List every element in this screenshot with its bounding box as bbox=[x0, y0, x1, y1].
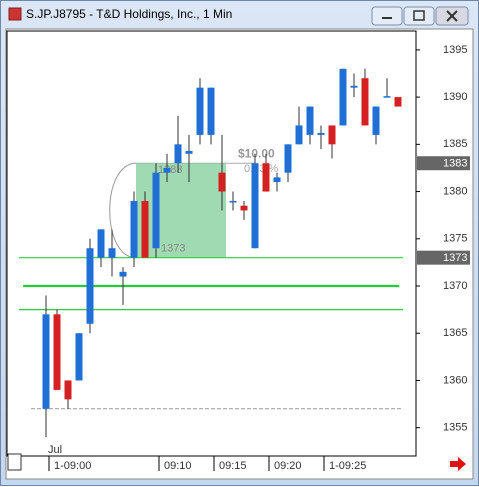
corner-box bbox=[7, 453, 22, 471]
y-tick-label: 1380 bbox=[443, 185, 467, 197]
candle-body bbox=[306, 106, 314, 135]
price-marker-label: 1373 bbox=[443, 252, 467, 264]
candle-body bbox=[229, 201, 237, 203]
candle-body bbox=[64, 380, 72, 400]
candle-body bbox=[75, 333, 83, 381]
period-label: Jul bbox=[48, 444, 62, 456]
y-tick-label: 1370 bbox=[443, 280, 467, 292]
candle-body bbox=[130, 201, 138, 258]
candle-body bbox=[273, 177, 281, 183]
x-tick-label: 09:10 bbox=[164, 460, 192, 472]
zone-outline bbox=[109, 162, 137, 259]
y-tick-label: 1360 bbox=[443, 374, 467, 386]
candle-body bbox=[284, 144, 292, 173]
candle-body bbox=[350, 85, 358, 88]
window-buttons[interactable] bbox=[371, 6, 469, 26]
maximize-button[interactable] bbox=[403, 6, 435, 26]
x-tick-label: 09:20 bbox=[274, 460, 302, 472]
y-tick-label: 1390 bbox=[443, 91, 467, 103]
y-tick-label: 1385 bbox=[443, 138, 467, 150]
candle-body bbox=[240, 205, 248, 211]
candle-body bbox=[372, 106, 380, 135]
candle-body bbox=[394, 97, 402, 107]
minimize-button[interactable] bbox=[371, 6, 403, 26]
x-tick-label: 09:15 bbox=[219, 460, 247, 472]
candle-body bbox=[119, 271, 127, 277]
candle-body bbox=[196, 87, 204, 135]
x-tick-label: 1-09:25 bbox=[329, 460, 366, 472]
candle-body bbox=[383, 96, 391, 98]
candle-body bbox=[295, 125, 303, 145]
price-marker-label: 1383 bbox=[443, 158, 467, 170]
y-tick-label: 1395 bbox=[443, 44, 467, 56]
y-tick-label: 1355 bbox=[443, 422, 467, 434]
candle-body bbox=[53, 314, 61, 390]
candle-body bbox=[251, 163, 259, 249]
candle-body bbox=[152, 172, 160, 249]
zone-box bbox=[136, 163, 226, 258]
scroll-arrow[interactable] bbox=[450, 457, 466, 471]
app-icon bbox=[8, 7, 22, 21]
candle-body bbox=[361, 78, 369, 126]
candle-body bbox=[163, 167, 171, 173]
candle-body bbox=[97, 229, 105, 258]
candle-body bbox=[317, 133, 325, 135]
price-marker bbox=[417, 156, 470, 171]
maximize-icon bbox=[413, 10, 425, 21]
close-icon bbox=[446, 10, 458, 22]
candle-body bbox=[218, 172, 226, 192]
window-title: S.JP.J8795 - T&D Holdings, Inc., 1 Min bbox=[26, 7, 232, 21]
candle-body bbox=[42, 314, 50, 409]
candle-body bbox=[207, 87, 215, 135]
x-tick-label: 1-09:00 bbox=[54, 460, 91, 472]
candle-body bbox=[174, 144, 182, 164]
zone-change: $10.00 bbox=[238, 146, 275, 160]
zone-low-label: 1373 bbox=[161, 243, 185, 255]
candle-body bbox=[339, 68, 347, 126]
candle-body bbox=[108, 248, 116, 258]
candle-body bbox=[86, 248, 94, 324]
y-tick-label: 1365 bbox=[443, 327, 467, 339]
y-tick-label: 1375 bbox=[443, 233, 467, 245]
candle-body bbox=[328, 125, 336, 145]
candle-body bbox=[185, 150, 193, 154]
zone-change-pct: 0.73 % bbox=[244, 163, 278, 175]
candle-body bbox=[141, 201, 149, 258]
candle-body bbox=[262, 163, 270, 192]
price-marker bbox=[417, 250, 470, 265]
